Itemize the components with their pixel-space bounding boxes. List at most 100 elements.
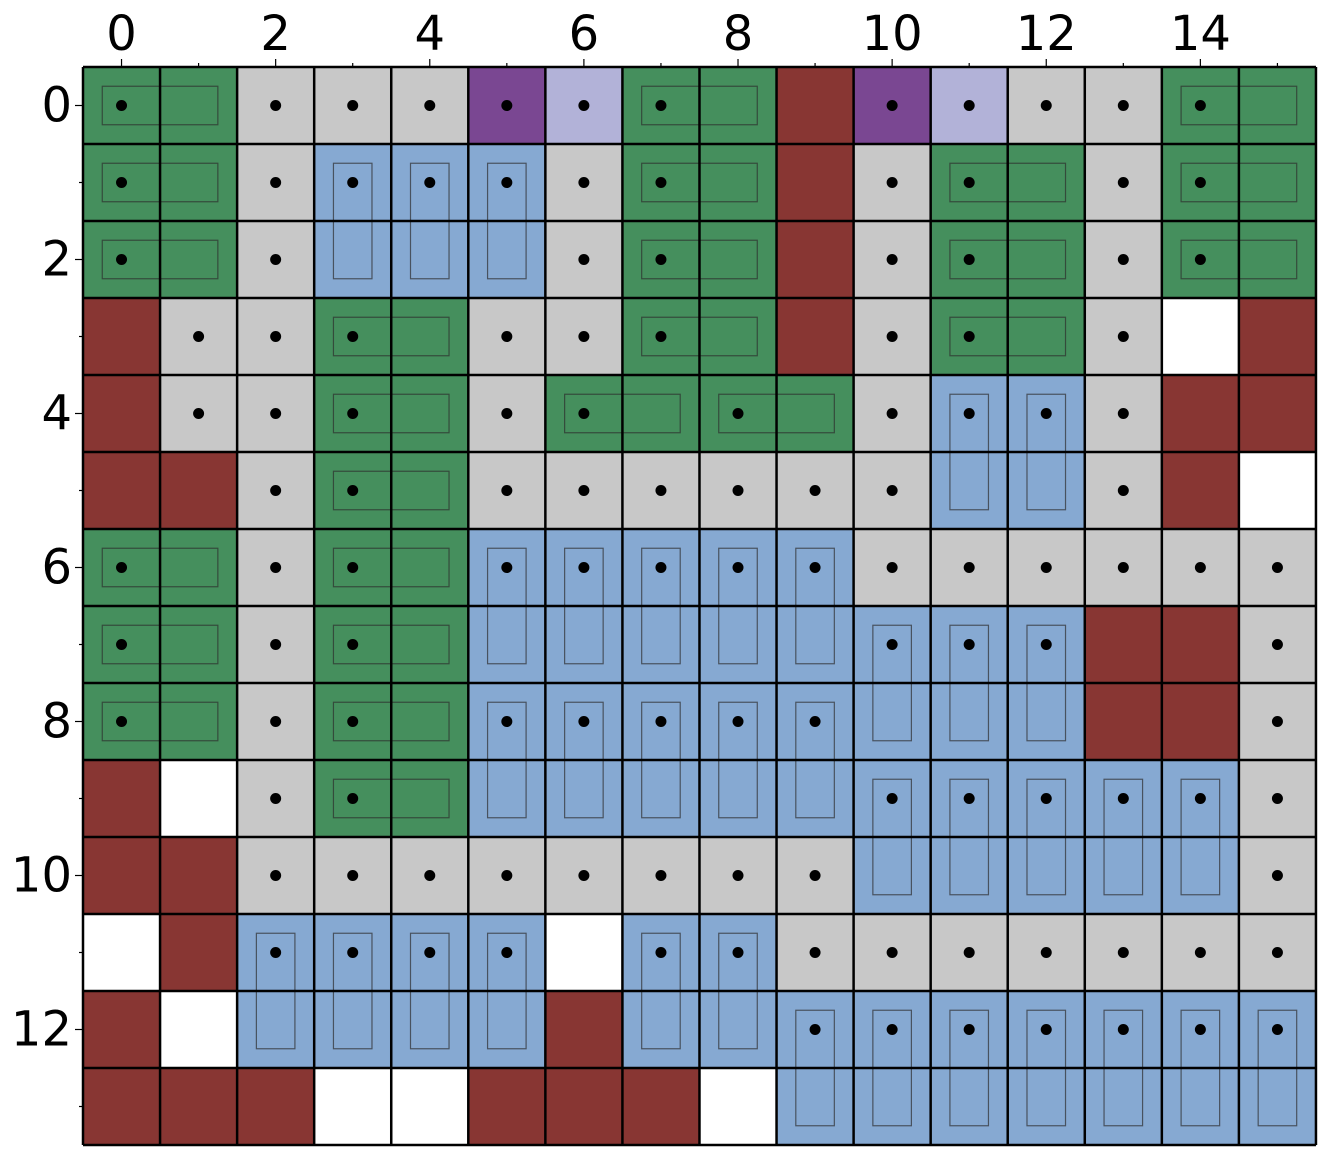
x-tick-label: 0 [106, 6, 137, 62]
dot-marker [1271, 562, 1283, 573]
dot-marker [809, 1024, 821, 1035]
dot-marker [963, 331, 975, 342]
grid-cell [391, 760, 469, 838]
dot-marker [655, 254, 667, 265]
dot-marker [193, 408, 205, 419]
dot-marker [347, 947, 359, 958]
grid-cell [468, 991, 546, 1069]
grid-cell [1007, 683, 1086, 761]
dot-marker [578, 254, 590, 265]
dot-marker [886, 793, 898, 804]
dot-marker [578, 177, 590, 188]
grid-cell [545, 914, 623, 992]
grid-cell [1161, 452, 1240, 530]
dot-marker [1271, 639, 1283, 650]
grid-cell [1161, 1068, 1240, 1146]
grid-cell [468, 760, 546, 838]
dot-marker [886, 408, 898, 419]
y-tick-label: 10 [11, 848, 72, 904]
y-tick-label: 6 [41, 540, 72, 596]
dot-marker [270, 485, 282, 496]
grid-cell [699, 1068, 778, 1146]
grid-cell [391, 991, 469, 1069]
dot-marker [1271, 947, 1283, 958]
grid-cell [622, 1068, 700, 1146]
dot-marker [1194, 562, 1206, 573]
dot-marker [578, 562, 590, 573]
dot-marker [270, 408, 282, 419]
x-tick-label: 10 [862, 6, 923, 62]
grid-cell [160, 914, 238, 992]
dot-marker [1040, 100, 1052, 111]
grid-cell [776, 298, 855, 376]
grid-cell [1161, 298, 1240, 376]
grid-cell [776, 144, 855, 222]
dot-marker [424, 177, 436, 188]
grid-cell [1238, 221, 1317, 299]
dot-marker [1040, 408, 1052, 419]
grid-cell [83, 837, 161, 915]
dot-marker [424, 870, 436, 881]
grid-cell [930, 1068, 1009, 1146]
dot-marker [886, 947, 898, 958]
grid-cell [1238, 298, 1317, 376]
grid-cell [699, 991, 778, 1069]
dot-marker [1040, 793, 1052, 804]
grid-cell [1238, 452, 1317, 530]
x-axis-tick-labels: 0 2 4 6 8 10 12 14 [106, 6, 1231, 62]
dot-marker [1117, 177, 1129, 188]
grid-cell [853, 837, 932, 915]
dot-marker [347, 485, 359, 496]
grid-cell [237, 991, 315, 1069]
axis-ticks [75, 59, 1279, 1108]
dot-marker [347, 639, 359, 650]
dot-marker [1271, 1024, 1283, 1035]
grid-cell [83, 760, 161, 838]
dot-marker [655, 562, 667, 573]
x-tick-label: 2 [260, 6, 291, 62]
grid-cell [1238, 144, 1317, 222]
dot-marker [1040, 947, 1052, 958]
dot-marker [732, 947, 744, 958]
dot-marker [270, 793, 282, 804]
dot-marker [886, 177, 898, 188]
dot-marker [116, 639, 128, 650]
grid-cell [699, 760, 778, 838]
x-tick-label: 4 [414, 6, 445, 62]
grid-cell [776, 221, 855, 299]
dot-marker [1194, 100, 1206, 111]
grid-cell [1161, 606, 1240, 684]
grid-cell [776, 67, 855, 145]
dot-marker [1040, 1024, 1052, 1035]
dot-marker [886, 562, 898, 573]
grid-lines [81, 65, 1318, 1147]
dot-marker [1117, 1024, 1129, 1035]
grid-cell [160, 452, 238, 530]
grid-cell [1084, 683, 1163, 761]
grid-cell [622, 760, 700, 838]
dot-marker [1194, 793, 1206, 804]
dot-marker [963, 100, 975, 111]
dot-marker [886, 254, 898, 265]
grid-cell [1007, 837, 1086, 915]
grid-cell [314, 221, 392, 299]
grid-cell [391, 683, 469, 761]
grid-cell [468, 606, 546, 684]
grid-cell [776, 1068, 855, 1146]
x-tick-label: 14 [1170, 6, 1231, 62]
dot-marker [116, 562, 128, 573]
dot-marker [655, 100, 667, 111]
cell-layer [83, 67, 1317, 1146]
dot-marker [578, 100, 590, 111]
grid-cell [314, 991, 392, 1069]
dot-marker [1117, 947, 1129, 958]
dot-marker [501, 485, 513, 496]
dot-marker [501, 716, 513, 727]
grid-cell [160, 837, 238, 915]
dot-marker [1040, 562, 1052, 573]
dot-marker [193, 331, 205, 342]
grid-cell [160, 683, 238, 761]
grid-cell [1084, 837, 1163, 915]
grid-cell [160, 760, 238, 838]
grid-cell [160, 529, 238, 607]
